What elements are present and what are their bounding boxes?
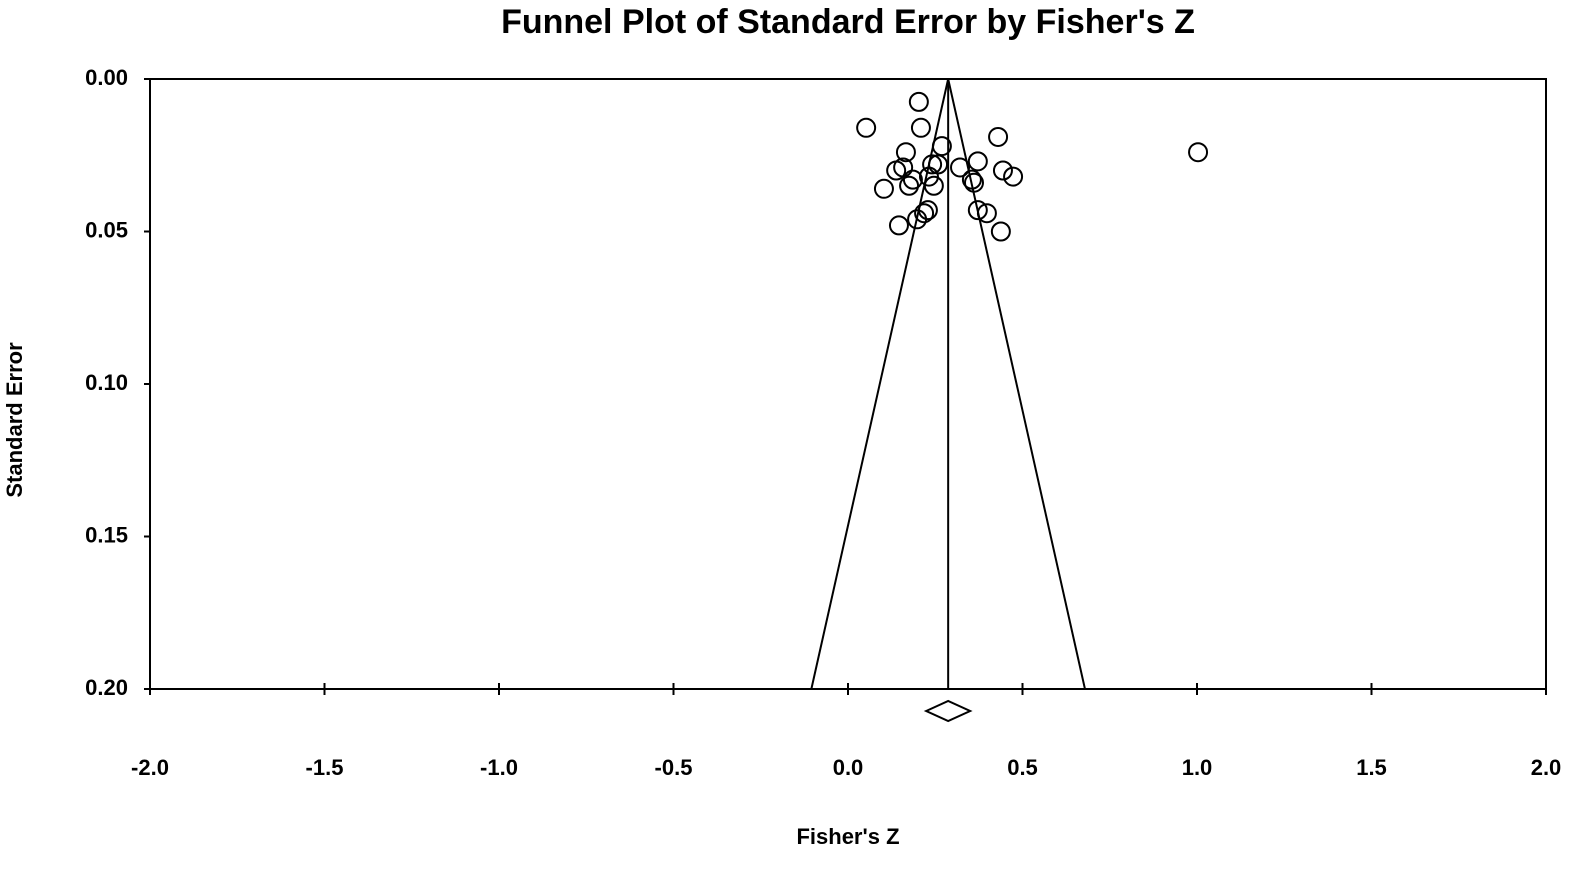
- x-tick-label: -2.0: [131, 755, 169, 780]
- study-point: [1003, 166, 1024, 187]
- study-point: [895, 142, 916, 163]
- x-tick-label: 0.0: [833, 755, 864, 780]
- study-point: [918, 166, 939, 187]
- funnel-line: [810, 78, 950, 690]
- y-tick-label: 0.10: [85, 370, 128, 395]
- study-point: [988, 126, 1009, 147]
- study-point: [931, 136, 952, 157]
- study-point: [967, 151, 988, 172]
- study-point: [888, 215, 909, 236]
- y-tick-label: 0.00: [85, 65, 128, 90]
- study-point: [902, 169, 923, 190]
- study-point: [1188, 142, 1209, 163]
- study-point: [976, 203, 997, 224]
- study-point: [899, 175, 920, 196]
- study-point: [910, 117, 931, 138]
- x-tick-label: 1.0: [1182, 755, 1213, 780]
- study-point: [914, 203, 935, 224]
- y-axis-title: Standard Error: [2, 342, 27, 498]
- study-point: [963, 172, 984, 193]
- study-point: [950, 157, 971, 178]
- y-tick-label: 0.05: [85, 217, 128, 242]
- plot-frame: [149, 78, 1547, 690]
- x-axis-title: Fisher's Z: [796, 824, 899, 849]
- summary-diamond: [923, 699, 973, 723]
- funnel-line: [947, 78, 1086, 690]
- x-tick-label: -1.5: [306, 755, 344, 780]
- x-tick-label: 1.5: [1356, 755, 1387, 780]
- study-point: [967, 200, 988, 221]
- study-point: [923, 175, 944, 196]
- chart-title: Funnel Plot of Standard Error by Fisher'…: [501, 3, 1195, 41]
- y-tick-label: 0.20: [85, 675, 128, 700]
- study-point: [907, 209, 928, 230]
- study-point: [908, 91, 929, 112]
- study-point: [922, 154, 943, 175]
- x-tick-label: -0.5: [655, 755, 693, 780]
- x-tick-label: 0.5: [1007, 755, 1038, 780]
- y-tick-label: 0.15: [85, 522, 128, 547]
- study-point: [873, 178, 894, 199]
- study-point: [856, 117, 877, 138]
- x-tick-label: 2.0: [1531, 755, 1562, 780]
- study-point: [893, 157, 914, 178]
- study-point: [992, 160, 1013, 181]
- study-point: [961, 169, 982, 190]
- study-point: [990, 221, 1011, 242]
- x-tick-label: -1.0: [480, 755, 518, 780]
